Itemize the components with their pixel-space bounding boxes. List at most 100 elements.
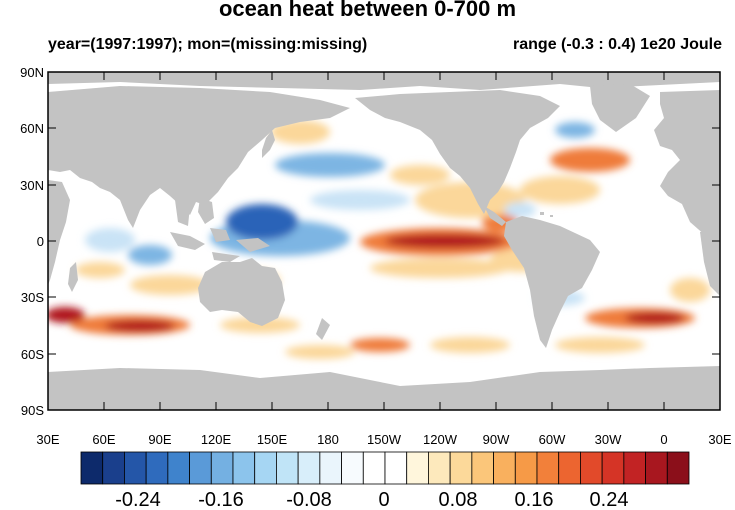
colorbar-label: -0.08 <box>286 489 332 510</box>
x-tick: 120W <box>423 72 458 447</box>
warm-anomaly <box>270 120 330 144</box>
warm-anomaly <box>350 338 410 352</box>
x-tick-label: 30W <box>595 432 622 447</box>
x-tick-label: 60W <box>539 432 566 447</box>
colorbar-label: 0.16 <box>515 489 554 510</box>
warm-anomaly <box>625 312 685 324</box>
cool-anomaly <box>504 202 536 218</box>
y-tick-label: 0 <box>37 234 44 249</box>
colorbar-swatch <box>580 451 603 485</box>
colorbar-swatch <box>80 451 104 485</box>
colorbar-swatch <box>428 451 451 485</box>
colorbar-swatch <box>384 451 408 485</box>
colorbar-swatch <box>232 451 256 485</box>
colorbar-swatch <box>167 451 190 485</box>
antarctica <box>48 366 720 410</box>
cool-anomaly <box>128 245 172 265</box>
cool-anomaly <box>226 204 298 240</box>
map-area <box>48 72 720 410</box>
y-tick-label: 90N <box>20 65 44 80</box>
cool-anomaly <box>85 228 135 252</box>
colorbar-label: 0 <box>378 489 389 510</box>
y-tick: 60N <box>20 121 720 136</box>
x-tick-label: 30E <box>708 432 731 447</box>
x-tick-label: 60E <box>92 432 115 447</box>
africa-east <box>48 180 70 285</box>
x-tick: 60W <box>539 72 566 447</box>
x-tick-label: 120E <box>201 432 232 447</box>
eurasia <box>48 86 350 228</box>
y-tick-label: 30S <box>21 290 44 305</box>
y-tick: 0 <box>37 234 720 249</box>
warm-anomaly <box>670 278 710 302</box>
greenland <box>590 84 650 132</box>
caribbean-island <box>550 215 553 217</box>
colorbar-label: 0.24 <box>590 489 629 510</box>
colorbar-swatch <box>102 451 125 485</box>
x-tick-label: 30E <box>36 432 59 447</box>
warm-anomaly <box>105 320 175 332</box>
colorbar-swatch <box>145 451 169 485</box>
subtitle-value-range: range (-0.3 : 0.4) 1e20 Joule <box>513 36 722 53</box>
colorbar-swatch <box>514 451 538 485</box>
australia <box>198 258 285 326</box>
y-tick: 30S <box>21 290 720 305</box>
warm-anomaly <box>285 345 355 359</box>
x-tick-label: 150W <box>367 432 402 447</box>
colorbar-swatch <box>493 451 516 485</box>
x-tick-label: 0 <box>660 432 667 447</box>
y-tick: 90S <box>21 403 720 418</box>
x-tick-label: 120W <box>423 432 458 447</box>
x-tick-label: 180 <box>317 432 339 447</box>
caribbean-island <box>540 212 544 215</box>
colorbar-swatch <box>558 451 581 485</box>
x-tick: 30E <box>708 72 732 447</box>
y-tick-label: 60N <box>20 121 44 136</box>
colorbar-label: 0.08 <box>439 489 478 510</box>
y-tick-label: 30N <box>20 178 44 193</box>
warm-anomaly <box>520 176 600 204</box>
warm-anomaly <box>430 337 510 353</box>
longitude-axis: 30E 60E 90E 120E 150E 180 150W 120W 90W … <box>36 72 732 447</box>
cool-anomaly <box>555 122 595 138</box>
landmasses <box>48 72 720 410</box>
japan <box>262 130 275 158</box>
colorbar-swatch <box>666 451 690 485</box>
colorbar-swatch <box>297 451 321 485</box>
madagascar <box>68 262 78 292</box>
cool-anomaly <box>310 190 410 210</box>
x-tick: 180 <box>317 72 339 447</box>
x-tick: 150W <box>367 72 402 447</box>
warm-anomaly <box>130 275 210 295</box>
x-tick: 0 <box>660 72 668 447</box>
colorbar-swatch <box>341 451 364 485</box>
africa-west <box>700 230 720 296</box>
latitude-axis: 90N 60N 30N 0 30S 60S 90S <box>20 65 720 418</box>
south-america <box>504 216 600 348</box>
warm-anomaly <box>390 165 450 185</box>
x-tick: 30W <box>595 72 622 447</box>
colorbar-swatch <box>189 451 212 485</box>
colorbar-swatch <box>471 451 494 485</box>
x-tick-label: 90W <box>483 432 510 447</box>
x-tick: 150E <box>257 72 288 447</box>
colorbar-swatch <box>210 451 234 485</box>
y-tick-label: 60S <box>21 347 44 362</box>
central-america <box>484 206 506 226</box>
colorbar-swatch <box>536 451 560 485</box>
x-tick: 120E <box>201 72 232 447</box>
colorbar-labels: -0.24 -0.16 -0.08 0 0.08 0.16 0.24 <box>115 489 628 510</box>
colorbar-swatch <box>254 451 277 485</box>
x-tick: 60E <box>92 72 116 447</box>
x-tick: 90E <box>148 72 172 447</box>
cool-anomaly <box>275 153 385 177</box>
chart-title: ocean heat between 0-700 m <box>218 0 517 21</box>
colorbar-swatch <box>645 451 668 485</box>
europe-west-africa <box>654 90 720 236</box>
small-islands <box>540 212 553 217</box>
colorbar-label: -0.16 <box>198 489 244 510</box>
colorbar <box>80 451 690 485</box>
y-tick: 90N <box>20 65 720 80</box>
warm-anomaly <box>370 258 510 278</box>
